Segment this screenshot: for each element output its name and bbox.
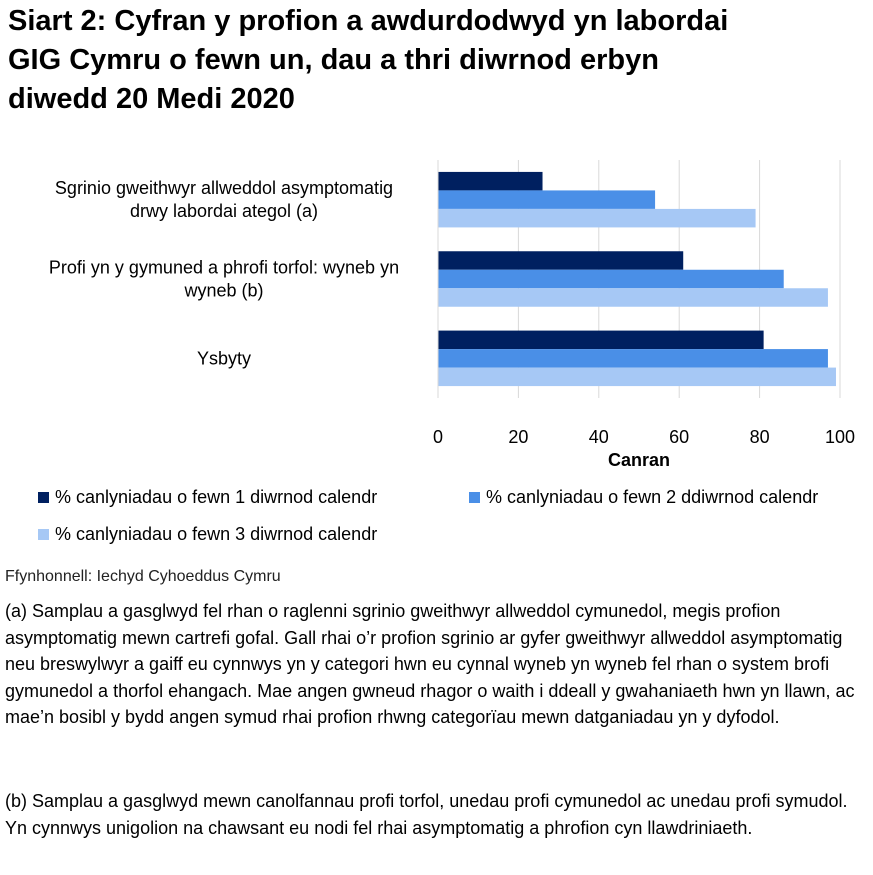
legend-swatch-2-day xyxy=(469,492,480,503)
legend-item-2-day: % canlyniadau o fewn 2 ddiwrnod calendr xyxy=(469,487,818,508)
bar-cat1-series1 xyxy=(438,171,543,191)
category-label-2-line-2: wyneb (b) xyxy=(183,281,263,301)
legend-label-3-day: % canlyniadau o fewn 3 diwrnod calendr xyxy=(55,524,378,544)
source-note: Ffynhonnell: Iechyd Cyhoeddus Cymru xyxy=(5,568,281,585)
x-tick-label-80: 80 xyxy=(750,427,770,447)
x-tick-label-100: 100 xyxy=(825,427,855,447)
legend-label-2-day: % canlyniadau o fewn 2 ddiwrnod calendr xyxy=(486,487,819,507)
legend-label-1-day: % canlyniadau o fewn 1 diwrnod calendr xyxy=(55,487,378,507)
bar-cat2-series3 xyxy=(438,288,828,307)
category-label-2-line-1: Profi yn y gymuned a phrofi torfol: wyne… xyxy=(49,258,399,278)
chart-title-line-1: Siart 2: Cyfran y profion a awdurdodwyd … xyxy=(8,5,729,37)
category-label-1-line-1: Sgrinio gweithwyr allweddol asymptomatig xyxy=(55,178,393,198)
bar-cat3-series3 xyxy=(438,367,836,387)
x-tick-label-40: 40 xyxy=(589,427,609,447)
chart-title-line-2: GIG Cymru o fewn un, dau a thri diwrnod … xyxy=(8,44,659,76)
category-label-3-line-1: Ysbyty xyxy=(197,348,251,368)
bar-cat3-series1 xyxy=(438,330,764,350)
legend-swatch-1-day xyxy=(38,492,49,503)
legend-item-3-day: % canlyniadau o fewn 3 diwrnod calendr xyxy=(38,524,377,545)
legend-item-1-day: % canlyniadau o fewn 1 diwrnod calendr xyxy=(38,487,377,508)
bar-cat1-series2 xyxy=(438,190,656,209)
x-tick-label-20: 20 xyxy=(508,427,528,447)
bar-cat2-series1 xyxy=(438,251,684,270)
x-tick-label-60: 60 xyxy=(669,427,689,447)
x-tick-label-0: 0 xyxy=(433,427,443,447)
chart-title-line-3: diwedd 20 Medi 2020 xyxy=(8,83,295,115)
bar-chart: Sgrinio gweithwyr allweddol asymptomatig… xyxy=(49,160,855,470)
category-label-1-line-2: drwy labordai ategol (a) xyxy=(130,201,318,221)
chart-title: Siart 2: Cyfran y profion a awdurdodwyd … xyxy=(8,2,868,119)
footnote-b: (b) Samplau a gasglwyd mewn canolfannau … xyxy=(5,791,848,838)
bar-cat1-series3 xyxy=(438,208,756,228)
legend-swatch-3-day xyxy=(38,529,49,540)
footnote-a: (a) Samplau a gasglwyd fel rhan o raglen… xyxy=(5,601,855,727)
bar-cat3-series2 xyxy=(438,349,828,368)
x-axis-title: Canran xyxy=(608,450,670,470)
bar-cat2-series2 xyxy=(438,269,784,289)
